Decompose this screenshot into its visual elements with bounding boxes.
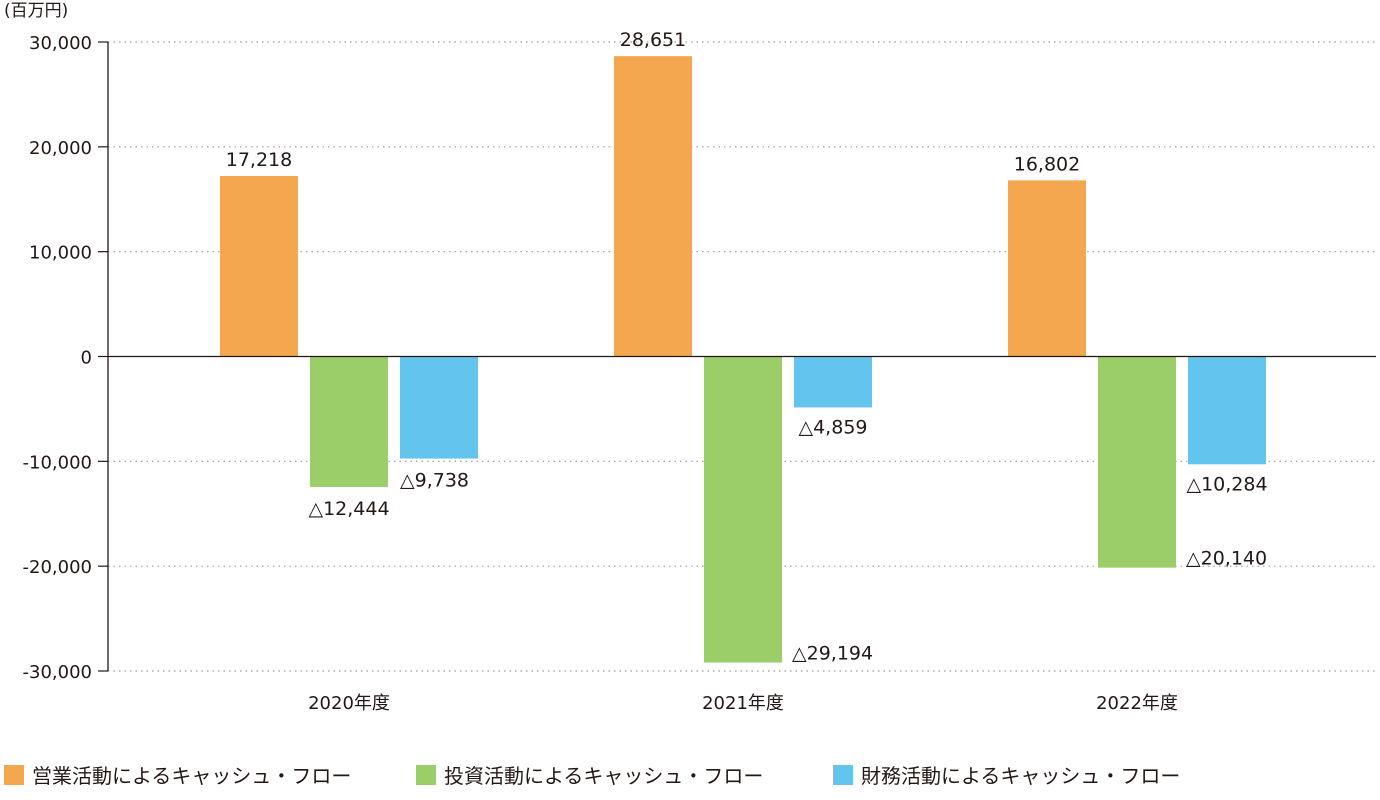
legend-label: 投資活動によるキャッシュ・フロー — [444, 764, 763, 788]
y-axis-ticks: 30,000 20,000 10,000 0 -10,000 -20,000 -30,000 — [23, 33, 108, 683]
legend-swatch — [4, 765, 24, 785]
bar — [1008, 180, 1086, 357]
y-tick-label: 30,000 — [29, 33, 92, 54]
legend-label: 営業活動によるキャッシュ・フロー — [32, 764, 351, 788]
legend: 営業活動によるキャッシュ・フロー 投資活動によるキャッシュ・フロー 財務活動によるキ… — [4, 764, 1180, 788]
bar — [400, 356, 478, 459]
bar — [310, 356, 388, 487]
y-tick-label: 20,000 — [29, 138, 92, 159]
category-label: 2022年度 — [1096, 693, 1178, 714]
data-label: △12,444 — [308, 498, 389, 520]
data-label: 17,218 — [226, 149, 292, 171]
y-tick-label: 10,000 — [29, 243, 92, 264]
bar — [614, 56, 692, 357]
y-axis-unit-label: (百万円) — [4, 1, 68, 21]
data-label: △29,194 — [792, 643, 873, 665]
data-label: △20,140 — [1186, 548, 1267, 570]
data-label: △10,284 — [1186, 473, 1267, 495]
data-label: △4,859 — [798, 416, 867, 438]
legend-label: 財務活動によるキャッシュ・フロー — [861, 764, 1180, 788]
x-axis-category-labels: 2020年度 2021年度 2022年度 — [308, 693, 1178, 714]
bar — [794, 356, 872, 408]
legend-swatch — [833, 765, 853, 785]
bar — [704, 356, 782, 663]
bar — [1188, 356, 1266, 465]
y-tick-label: 0 — [81, 348, 92, 369]
bar — [1098, 356, 1176, 568]
bar — [220, 175, 298, 357]
bars — [220, 56, 1266, 663]
data-label: 28,651 — [620, 29, 686, 51]
legend-swatch — [416, 765, 436, 785]
category-label: 2021年度 — [702, 693, 784, 714]
data-label: 16,802 — [1014, 153, 1080, 175]
category-label: 2020年度 — [308, 693, 390, 714]
y-tick-label: -20,000 — [23, 557, 92, 578]
axes — [107, 42, 1376, 671]
y-tick-label: -10,000 — [23, 452, 92, 473]
data-labels: 17,218 △12,444 △9,738 28,651 △29,194 △4,859 16… — [226, 29, 1268, 664]
data-label: △9,738 — [400, 470, 469, 492]
y-tick-label: -30,000 — [23, 662, 92, 683]
